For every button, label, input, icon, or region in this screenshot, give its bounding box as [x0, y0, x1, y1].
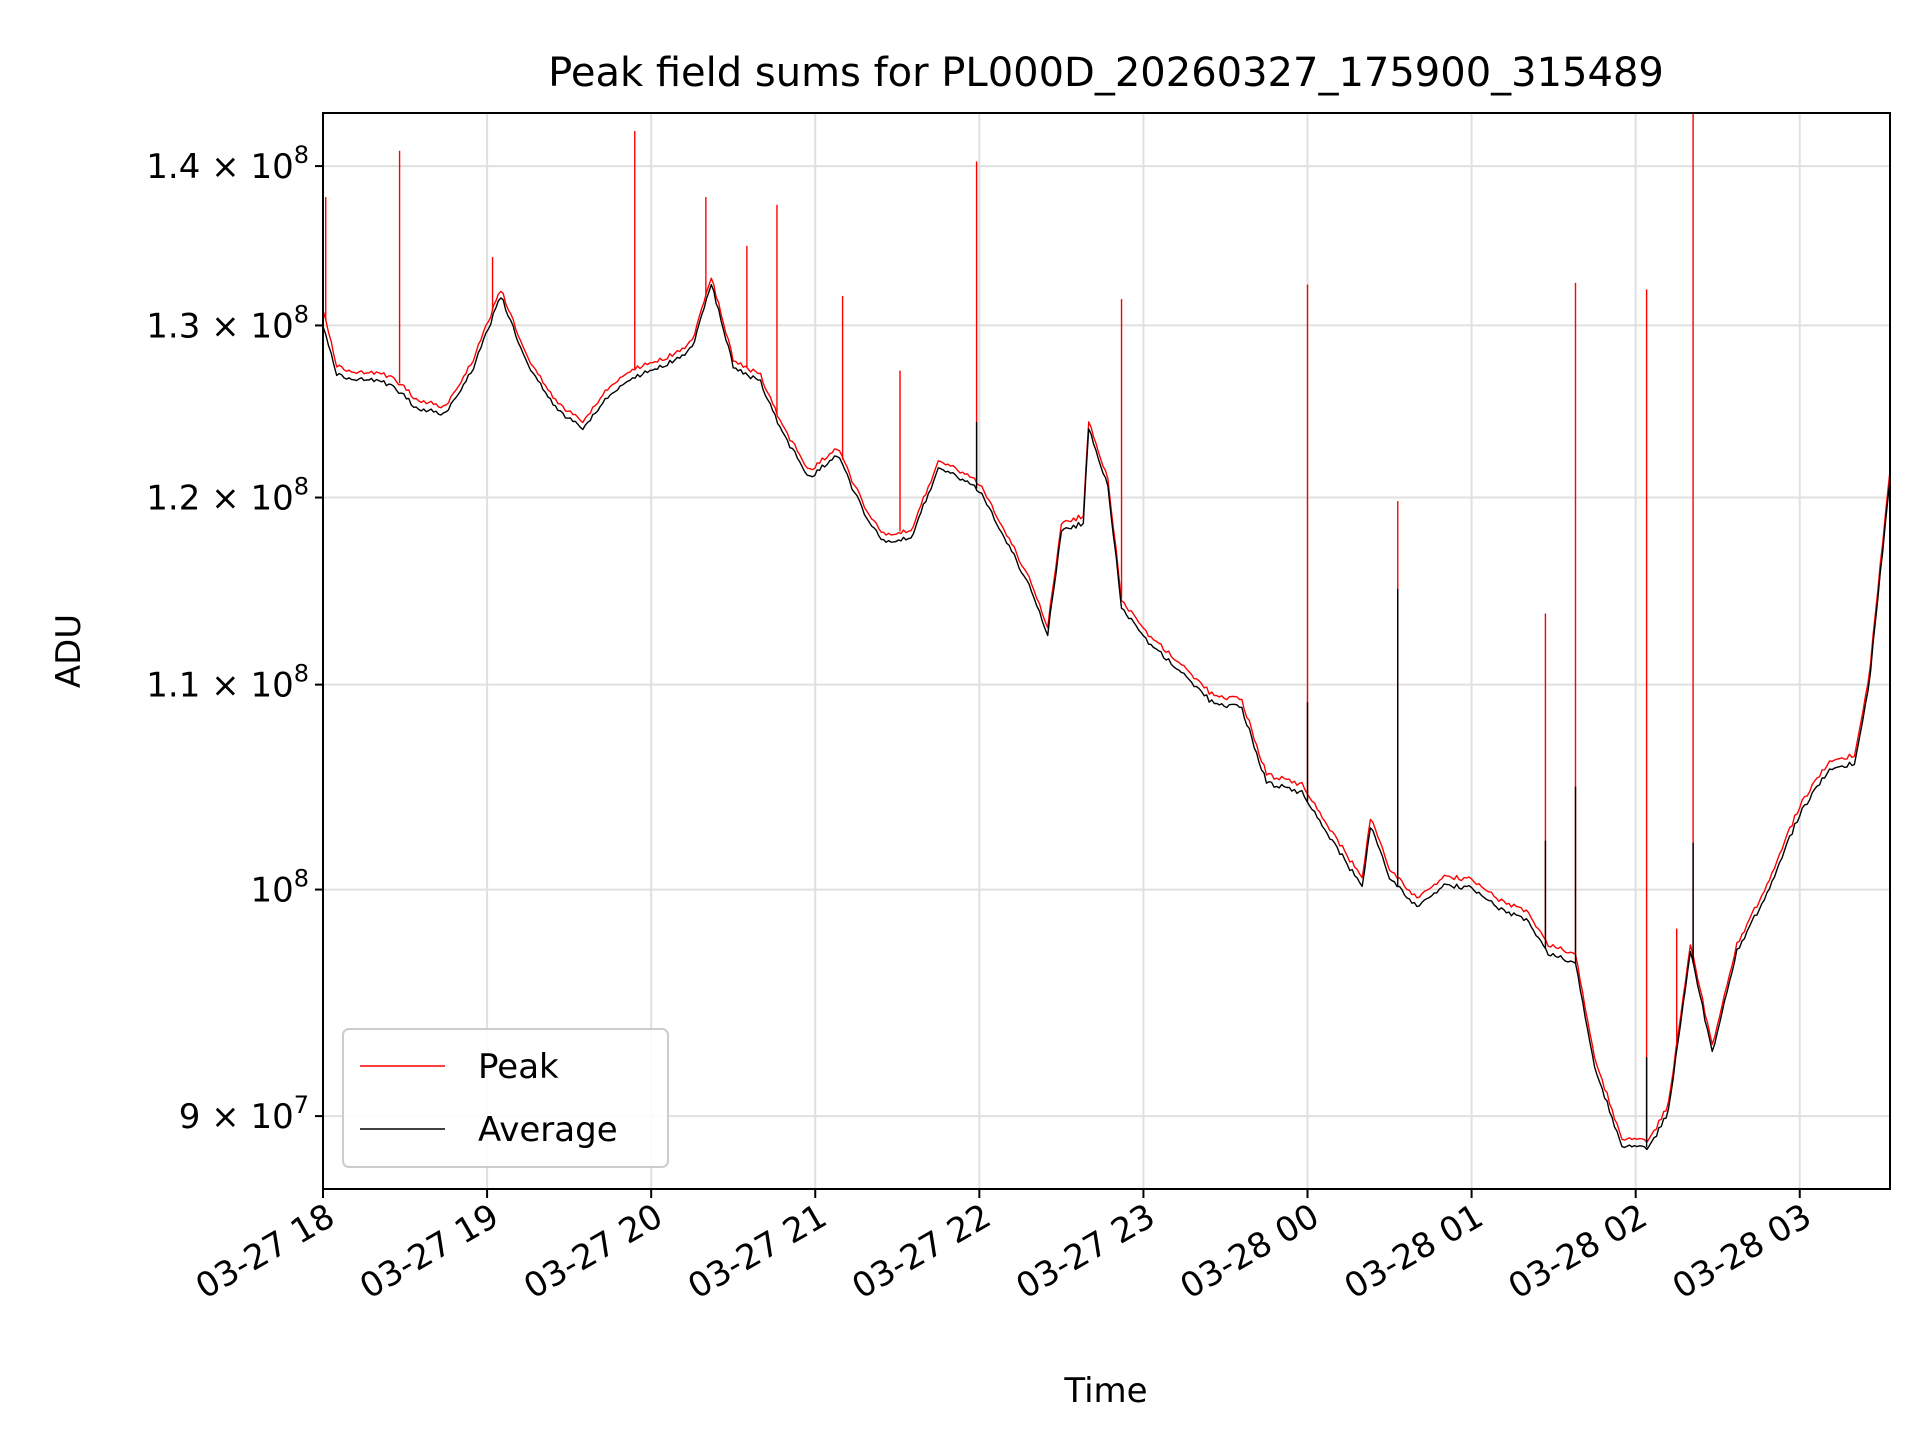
y-axis: 9 × 107 108 1.1 × 108 1.2 × 108 1.3 × 108 1.4… — [146, 141, 323, 1137]
y-axis-label: ADU — [49, 614, 89, 688]
legend-entry-average: Average — [360, 1110, 618, 1150]
legend-entry-peak: Peak — [360, 1047, 559, 1087]
legend: Peak Average — [342, 1028, 669, 1168]
y-tick-label: 1.4 × 108 — [146, 141, 309, 187]
series-line-average — [322, 284, 1891, 1151]
y-tick-label: 1.3 × 108 — [146, 300, 309, 346]
axes-frame — [322, 112, 1891, 1190]
chart-title: Peak field sums for PL000D_20260327_1759… — [548, 50, 1664, 96]
series-layer — [322, 113, 1891, 1151]
y-tick-label: 1.1 × 108 — [146, 660, 309, 706]
y-tick-label: 1.2 × 108 — [146, 473, 309, 519]
series-line-peak — [322, 277, 1891, 1143]
series-average — [322, 284, 1891, 1151]
y-tick-label: 9 × 107 — [179, 1091, 309, 1137]
legend-box — [342, 1028, 669, 1168]
legend-label-average: Average — [478, 1110, 618, 1150]
legend-label-peak: Peak — [478, 1047, 559, 1087]
series-peak — [322, 113, 1891, 1143]
x-axis-label: Time — [1063, 1371, 1147, 1411]
grid-lines — [322, 113, 1890, 1189]
y-tick-label: 108 — [250, 865, 309, 911]
